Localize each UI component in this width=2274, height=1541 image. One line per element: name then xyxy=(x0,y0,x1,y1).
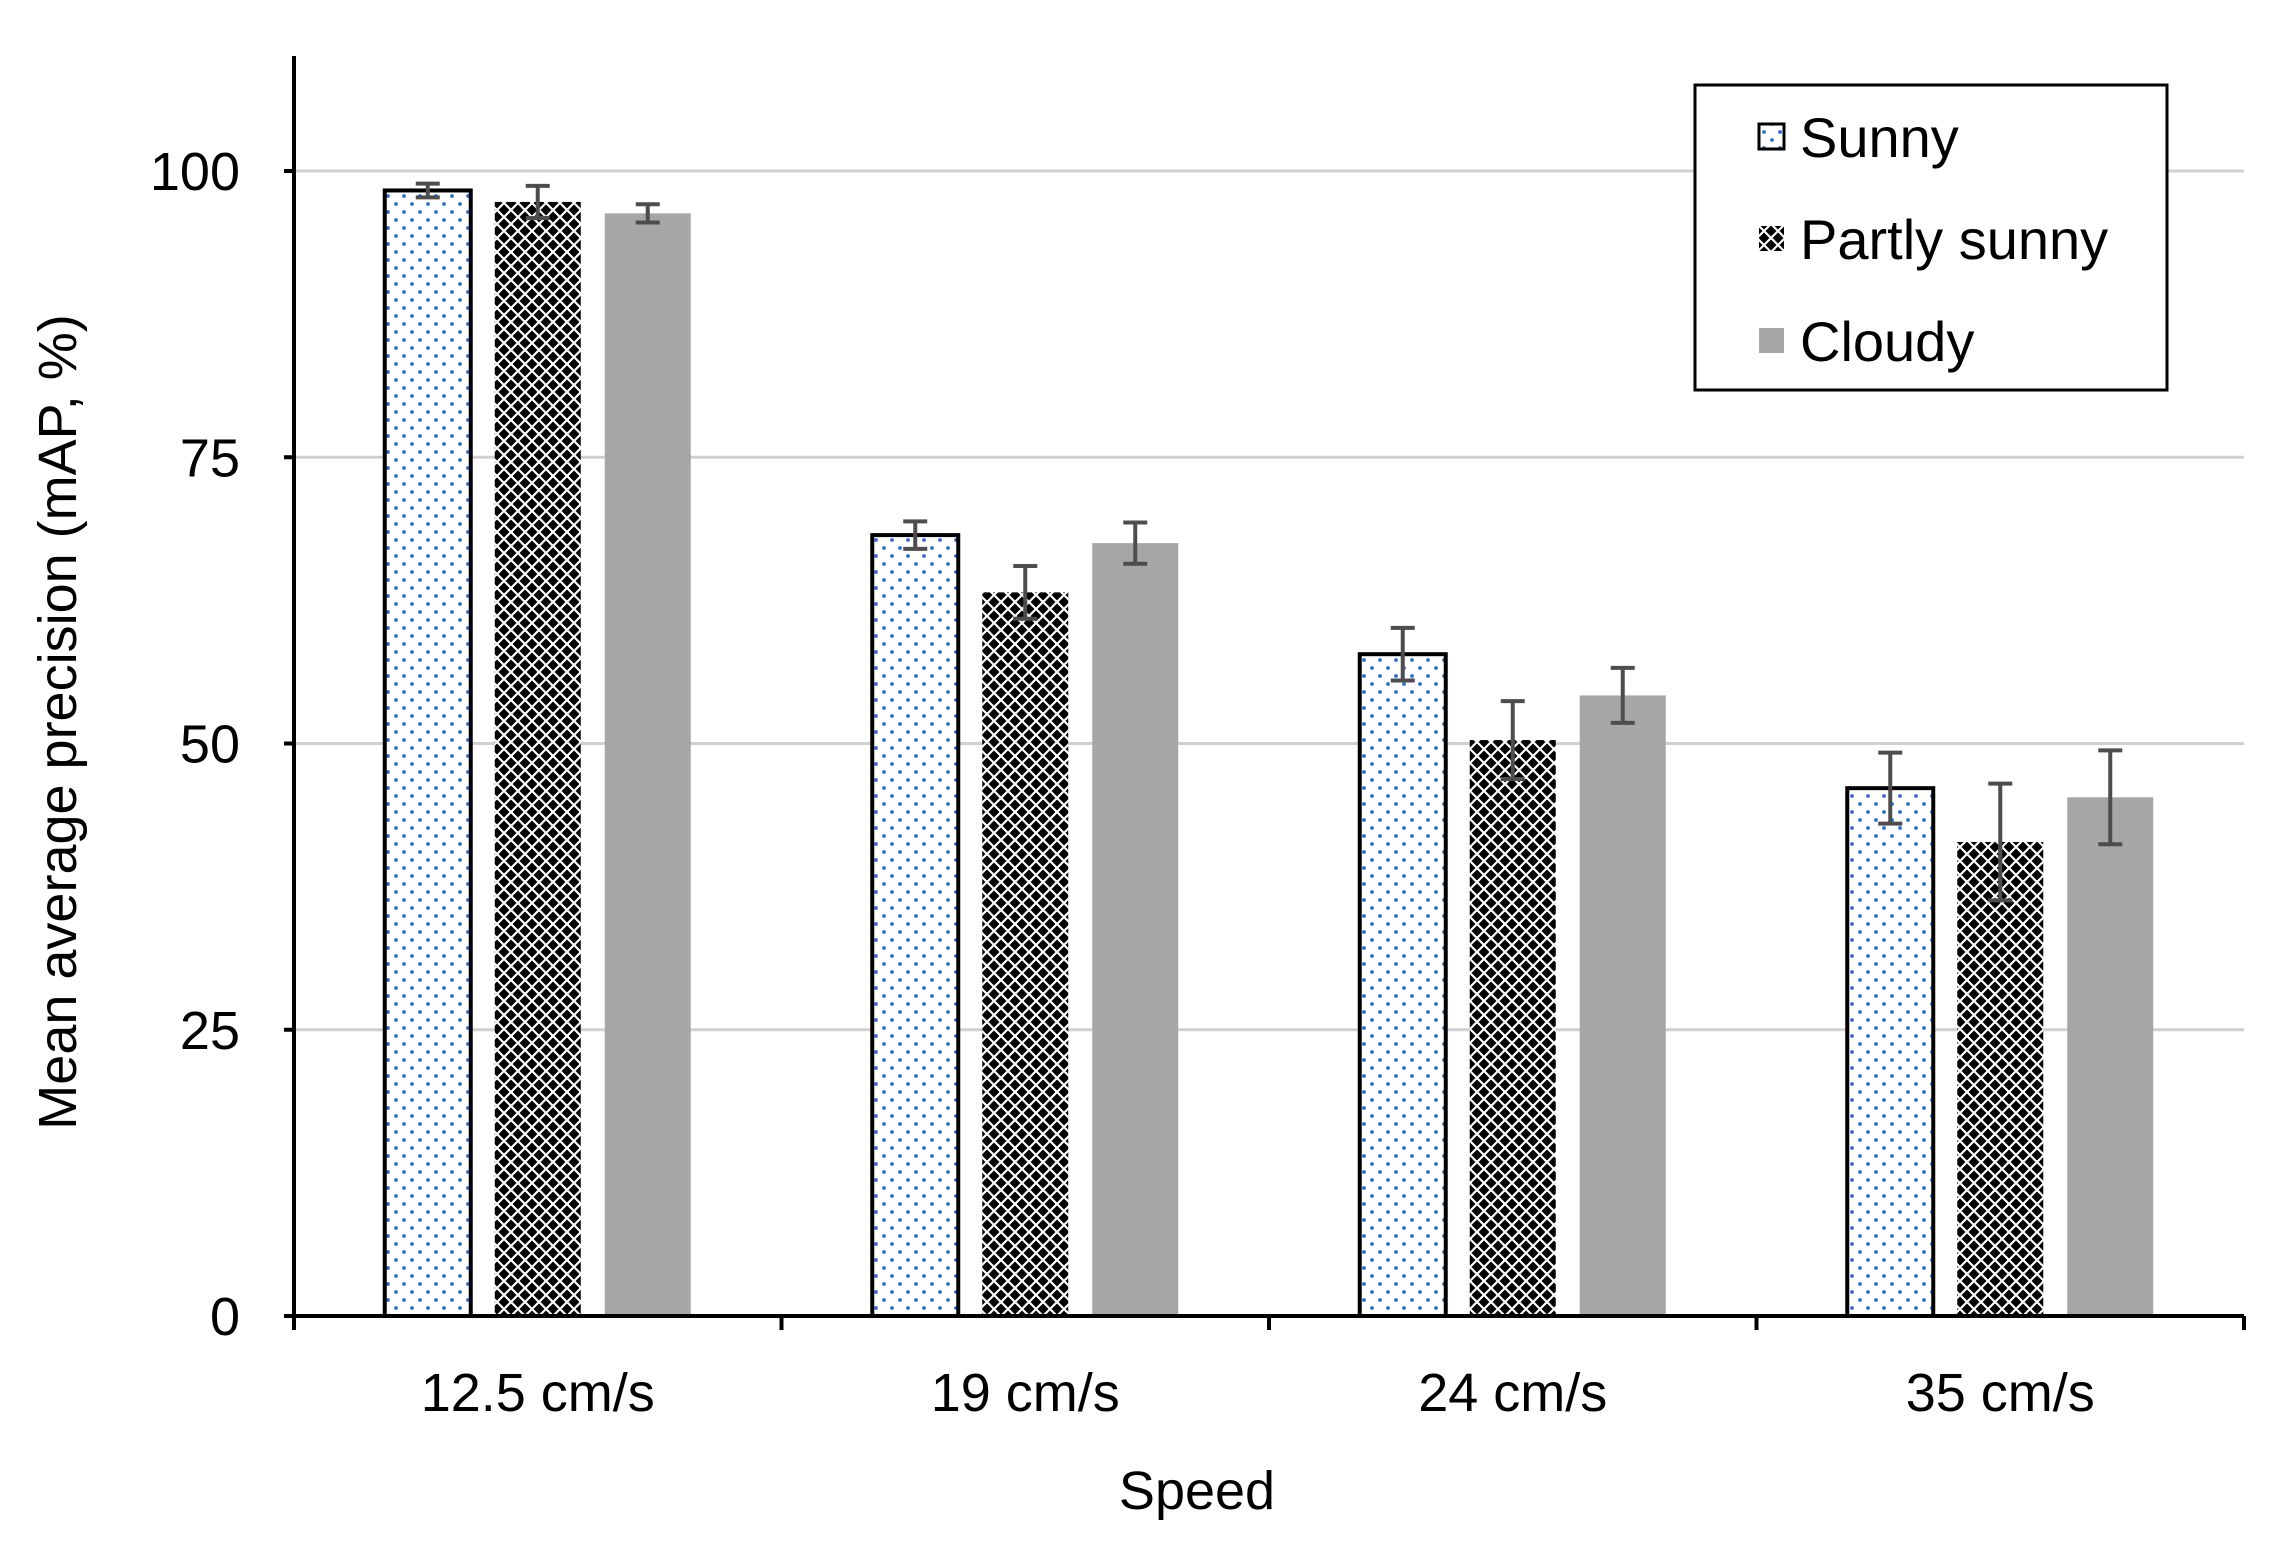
x-tick-label-12-5-cm-s: 12.5 cm/s xyxy=(421,1363,655,1423)
y-tick-label-25: 25 xyxy=(180,1001,240,1061)
legend-swatch-sunny xyxy=(1757,122,1786,151)
x-tick-label-35-cm-s: 35 cm/s xyxy=(1906,1363,2095,1423)
error-bar-sunny-19-cm-s xyxy=(903,519,928,551)
error-bar-cloudy-12-5-cm-s xyxy=(635,202,660,225)
bar-partly-sunny-19-cm-s xyxy=(982,592,1069,1316)
x-tick-label-19-cm-s: 19 cm/s xyxy=(931,1363,1120,1423)
y-tick-label-75: 75 xyxy=(180,428,240,488)
bar-sunny-12-5-cm-s xyxy=(382,188,473,1319)
error-bar-partly-sunny-12-5-cm-s xyxy=(525,183,550,220)
bar-cloudy-19-cm-s xyxy=(1092,543,1179,1316)
bar-sunny-19-cm-s xyxy=(870,533,961,1318)
legend-label-cloudy: Cloudy xyxy=(1800,310,1974,373)
error-bar-sunny-12-5-cm-s xyxy=(415,181,440,200)
legend: Sunny Partly sunny Cloudy xyxy=(1693,83,2169,392)
y-tick-label-100: 100 xyxy=(150,142,240,202)
y-tick-label-50: 50 xyxy=(180,715,240,775)
legend-swatch-partly-sunny xyxy=(1759,226,1784,251)
x-tick-labels: 12.5 cm/s 19 cm/s 24 cm/s 35 cm/s xyxy=(421,1363,2095,1423)
bar-sunny-35-cm-s xyxy=(1845,786,1936,1318)
error-bar-cloudy-35-cm-s xyxy=(2098,748,2123,847)
error-bar-sunny-35-cm-s xyxy=(1878,750,1903,826)
x-tick-label-24-cm-s: 24 cm/s xyxy=(1418,1363,1607,1423)
error-bar-cloudy-19-cm-s xyxy=(1123,520,1148,566)
legend-label-partly-sunny: Partly sunny xyxy=(1800,208,2108,271)
error-bar-partly-sunny-35-cm-s xyxy=(1988,781,2013,903)
bar-cloudy-24-cm-s xyxy=(1579,695,1666,1316)
bar-cloudy-12-5-cm-s xyxy=(604,213,691,1317)
error-bar-sunny-24-cm-s xyxy=(1390,625,1415,683)
legend-swatch-cloudy xyxy=(1759,328,1784,353)
error-bar-partly-sunny-19-cm-s xyxy=(1013,564,1038,621)
y-tick-label-0: 0 xyxy=(210,1287,240,1347)
y-axis-title: Mean average precision (mAP, %) xyxy=(28,314,88,1129)
bar-cloudy-35-cm-s xyxy=(2067,797,2154,1316)
error-bars-layer xyxy=(415,181,2123,903)
error-bar-cloudy-24-cm-s xyxy=(1610,665,1635,725)
legend-label-sunny: Sunny xyxy=(1800,106,1959,169)
y-tick-labels: 0 25 50 75 100 xyxy=(150,142,240,1347)
bar-sunny-24-cm-s xyxy=(1357,652,1448,1318)
axes xyxy=(284,56,2246,1330)
bar-partly-sunny-12-5-cm-s xyxy=(494,201,581,1316)
bar-partly-sunny-24-cm-s xyxy=(1469,740,1556,1316)
error-bar-partly-sunny-24-cm-s xyxy=(1500,699,1525,781)
bar-partly-sunny-35-cm-s xyxy=(1957,841,2044,1316)
x-axis-title: Speed xyxy=(1119,1461,1275,1521)
